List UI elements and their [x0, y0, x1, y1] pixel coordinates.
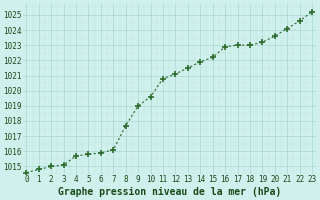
X-axis label: Graphe pression niveau de la mer (hPa): Graphe pression niveau de la mer (hPa) — [58, 187, 281, 197]
